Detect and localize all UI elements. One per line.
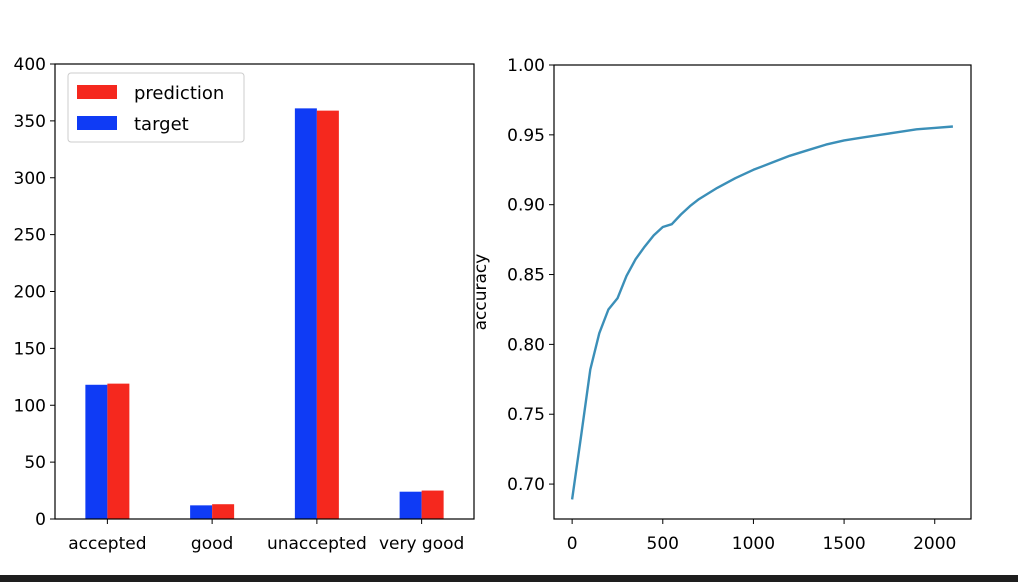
legend-label-target: target [134,114,189,135]
x-tick-label: accepted [68,534,146,554]
y-tick-label: 400 [14,55,46,75]
x-tick-label: unaccepted [267,534,367,554]
x-tick-label: good [191,534,233,554]
legend-swatch-prediction [77,85,117,99]
bar-prediction-accepted [107,383,130,519]
x-tick-label: 0 [567,534,578,554]
y-tick-label: 200 [14,283,46,303]
y-axis-label: accuracy [471,254,491,331]
accuracy-line [570,125,953,500]
y-tick-label: 50 [24,453,46,473]
bar-chart-panel: accepted good unaccepted very good 0 50 100 150… [14,55,475,554]
y-tick-label: 1.00 [507,56,545,76]
bar-prediction-good [212,504,235,519]
y-tick-label: 300 [14,169,46,189]
y-tick-label: 150 [14,339,46,359]
y-tick-label: 0.75 [507,405,545,425]
y-tick-label: 0.70 [507,475,545,495]
legend: prediction target [67,72,245,143]
y-tick-label: 100 [14,396,46,416]
bar-target-very-good [399,491,422,519]
legend-label-prediction: prediction [134,83,224,104]
bar-target-good [190,505,213,519]
bar-prediction-very-good [421,490,444,519]
y-tick-label: 0 [35,510,46,530]
bar-target-unaccepted [294,108,317,520]
x-tick-label: 1500 [822,534,865,554]
y-tick-label: 0.95 [507,126,545,146]
bar-prediction-unaccepted [316,110,339,519]
x-tick-label: 1000 [732,534,775,554]
y-tick-label: 0.85 [507,266,545,286]
x-tick-label: 500 [647,534,679,554]
y-tick-label: 250 [14,226,46,246]
bottom-bar [0,575,1018,582]
line-chart-panel: 0.70 0.75 0.80 0.85 0.90 0.95 1.00 0 500 1000 1500… [471,56,972,554]
x-tick-label: 2000 [913,534,956,554]
y-tick-label: 0.80 [507,335,545,355]
x-tick-label: very good [379,534,464,554]
legend-swatch-target [77,116,117,130]
line-chart-frame [553,64,972,520]
bar-chart-frame [54,63,475,520]
y-tick-label: 0.90 [507,196,545,216]
y-tick-label: 350 [14,112,46,132]
bar-target-accepted [85,384,108,519]
